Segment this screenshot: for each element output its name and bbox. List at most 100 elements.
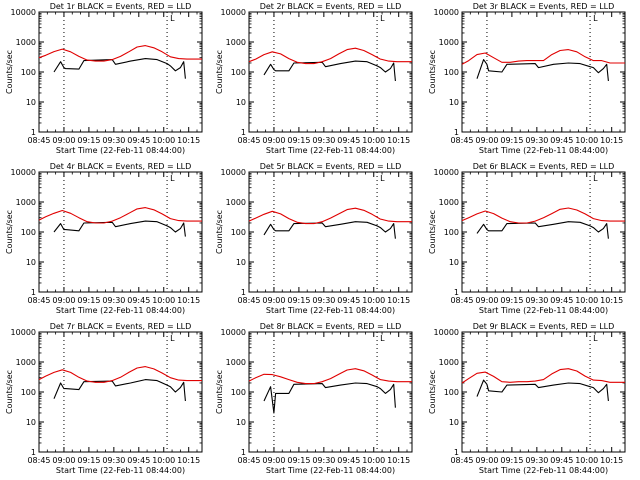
y-axis-label: Counts/sec [5,210,14,254]
xtick-label: 09:45 [550,296,573,305]
panel-det-9: Det 9r BLACK = Events, RED = LLD 1 10 100 10… [428,322,626,475]
ytick-label: 1000 [226,358,246,367]
marker-glyph: L [170,174,175,183]
ytick-label: 10 [236,98,246,107]
events-series-line [476,221,609,239]
xtick-label: 09:45 [337,456,360,465]
lld-series-line [461,207,625,224]
xtick-label: 10:00 [575,456,598,465]
panel-det-7: Det 7r BLACK = Events, RED = LLD 1 10 100 10… [5,322,203,475]
events-series-line [476,379,609,402]
y-axis-label: Counts/sec [428,210,437,254]
ytick-label: 1000 [226,198,246,207]
xtick-label: 09:45 [550,136,573,145]
x-axis-label: Start Time (22-Feb-11 08:44:00) [266,466,395,475]
lld-series-line [248,368,412,385]
panel-det-3: Det 3r BLACK = Events, RED = LLD 1 10 100 10… [428,2,626,155]
x-axis-label: Start Time (22-Feb-11 08:44:00) [56,466,185,475]
ytick-label: 10000 [11,168,36,177]
xtick-label: 09:15 [500,296,523,305]
lld-series-line [248,47,412,65]
ytick-label: 1 [241,288,246,297]
xtick-label: 10:00 [152,456,175,465]
xtick-label: 10:15 [387,136,410,145]
xtick-label: 10:00 [152,296,175,305]
x-axis-label: Start Time (22-Feb-11 08:44:00) [56,146,185,155]
panel-det-5: Det 5r BLACK = Events, RED = LLD 1 10 100 10… [215,162,413,315]
panel-title: Det 5r BLACK = Events, RED = LLD [260,162,402,171]
ytick-label: 1 [31,448,36,457]
xtick-label: 10:15 [600,456,623,465]
ytick-label: 100 [231,388,246,397]
events-series-line [53,379,186,402]
y-axis-label: Counts/sec [5,50,14,94]
marker-glyph: L [593,174,598,183]
xtick-label: 09:45 [550,456,573,465]
ytick-label: 1000 [439,38,459,47]
ytick-label: 10000 [221,168,246,177]
lld-series-line [38,366,202,383]
ytick-label: 10000 [11,328,36,337]
marker-glyph: L [593,14,598,23]
panel-det-4: Det 4r BLACK = Events, RED = LLD 1 10 100 10… [5,162,203,315]
ytick-label: 1 [454,448,459,457]
panel-title: Det 3r BLACK = Events, RED = LLD [473,2,615,11]
xtick-label: 08:45 [450,136,473,145]
ytick-label: 10 [236,258,246,267]
ytick-label: 100 [21,68,36,77]
marker-glyph: L [380,14,385,23]
xtick-label: 08:45 [237,456,260,465]
xtick-label: 09:00 [52,456,75,465]
xtick-label: 10:00 [575,136,598,145]
ytick-label: 1000 [226,38,246,47]
y-axis-label: Counts/sec [428,370,437,414]
ytick-label: 10 [449,258,459,267]
panel-grid: Det 1r BLACK = Events, RED = LLD11010010… [5,2,626,475]
xtick-label: 10:15 [600,136,623,145]
ytick-label: 1 [454,288,459,297]
lld-series-line [38,207,202,224]
ytick-label: 10 [236,418,246,427]
ytick-label: 10000 [434,8,459,17]
ytick-label: 10000 [434,328,459,337]
ytick-label: 100 [21,388,36,397]
xtick-label: 10:00 [362,296,385,305]
events-series-line [263,60,396,82]
ytick-label: 100 [444,388,459,397]
x-axis-label: Start Time (22-Feb-11 08:44:00) [266,306,395,315]
ytick-label: 10 [26,98,36,107]
xtick-label: 09:00 [475,296,498,305]
panel-title: Det 7r BLACK = Events, RED = LLD [50,322,192,331]
ytick-label: 1 [241,448,246,457]
panel-det-2: Det 2r BLACK = Events, RED = LLD 1 10 100 10… [215,2,413,155]
marker-glyph: L [380,174,385,183]
xtick-label: 09:00 [52,136,75,145]
ytick-label: 10000 [221,328,246,337]
xtick-label: 09:45 [127,456,150,465]
ytick-label: 1 [31,128,36,137]
ytick-label: 10 [449,418,459,427]
y-axis-label: Counts/sec [215,210,224,254]
ytick-label: 1000 [439,198,459,207]
xtick-label: 09:30 [525,456,548,465]
y-axis-label: Counts/sec [215,370,224,414]
ytick-label: 1 [454,128,459,137]
xtick-label: 10:15 [177,296,200,305]
y-axis-label: Counts/sec [215,50,224,94]
y-axis-label: Counts/sec [428,50,437,94]
ytick-label: 10 [26,418,36,427]
xtick-label: 09:45 [127,296,150,305]
x-axis-label: Start Time (22-Feb-11 08:44:00) [479,466,608,475]
xtick-label: 09:15 [287,456,310,465]
xtick-label: 09:45 [337,136,360,145]
y-axis-label: Counts/sec [5,370,14,414]
xtick-label: 09:15 [287,136,310,145]
xtick-label: 08:45 [27,456,50,465]
xtick-label: 09:30 [525,296,548,305]
xtick-label: 09:30 [312,456,335,465]
ytick-label: 100 [231,68,246,77]
ytick-label: 10 [449,98,459,107]
xtick-label: 08:45 [27,296,50,305]
x-axis-label: Start Time (22-Feb-11 08:44:00) [56,306,185,315]
